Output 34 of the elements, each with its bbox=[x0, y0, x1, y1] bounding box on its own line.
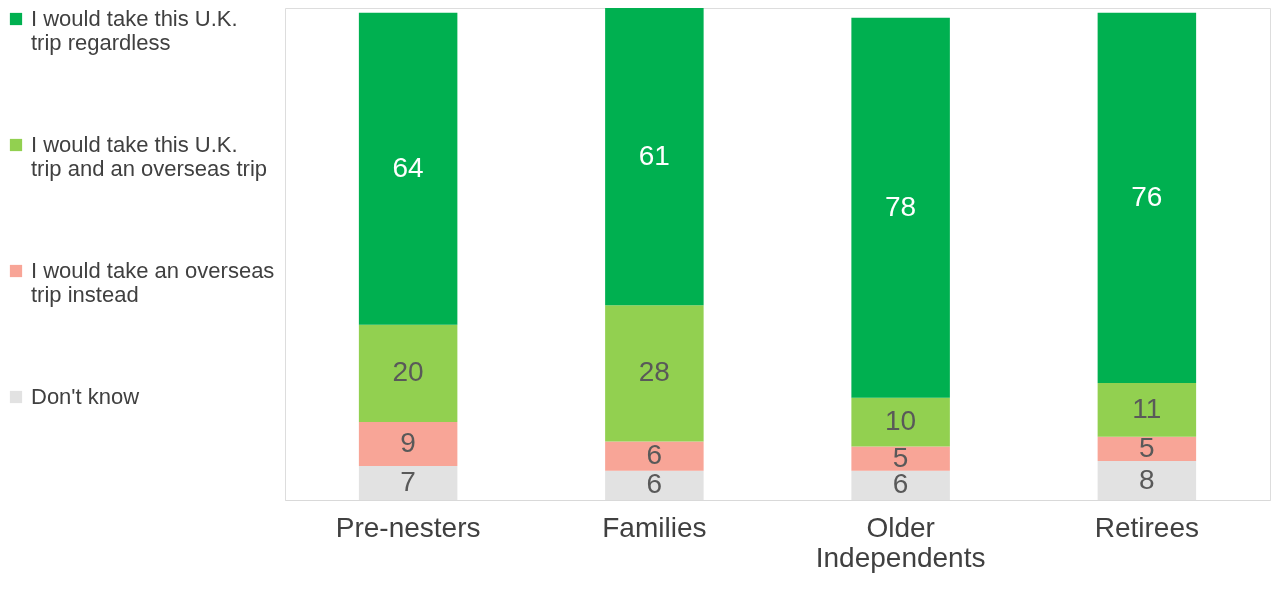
data-label: 61 bbox=[638, 139, 670, 171]
legend-label: I would take an overseas trip instead bbox=[31, 258, 275, 307]
bar bbox=[1097, 383, 1197, 437]
legend-label: I would take this U.K. trip and an overseas trip bbox=[31, 132, 268, 181]
bar bbox=[605, 441, 704, 471]
data-label: 20 bbox=[392, 356, 424, 388]
bar bbox=[851, 397, 950, 447]
data-label: 9 bbox=[400, 426, 416, 458]
bar bbox=[358, 422, 458, 466]
data-label: 7 bbox=[400, 465, 416, 497]
bar bbox=[851, 446, 950, 471]
x-tick-label: Older Independents bbox=[815, 511, 986, 573]
data-label: 6 bbox=[646, 468, 663, 500]
data-label: 28 bbox=[638, 356, 670, 388]
legend-label: Don't know bbox=[31, 384, 140, 409]
bar bbox=[1097, 436, 1197, 462]
data-label: 5 bbox=[1139, 431, 1155, 463]
data-label: 10 bbox=[885, 405, 917, 437]
x-tick-label: Families bbox=[602, 511, 707, 543]
bar bbox=[358, 12, 458, 325]
data-label: 11 bbox=[1132, 392, 1162, 424]
x-tick-label: Pre-nesters bbox=[335, 511, 481, 543]
x-tick-label: Retirees bbox=[1094, 511, 1200, 543]
bar bbox=[605, 8, 704, 306]
bar bbox=[358, 324, 458, 423]
data-label: 64 bbox=[392, 151, 424, 183]
data-label: 76 bbox=[1131, 180, 1163, 212]
data-label: 8 bbox=[1139, 463, 1155, 495]
data-label: 6 bbox=[646, 439, 663, 471]
bar bbox=[851, 17, 950, 398]
data-label: 78 bbox=[885, 190, 917, 222]
bar bbox=[605, 305, 704, 442]
legend-label: I would take this U.K. trip regardless bbox=[31, 6, 238, 55]
bar bbox=[1097, 12, 1197, 384]
